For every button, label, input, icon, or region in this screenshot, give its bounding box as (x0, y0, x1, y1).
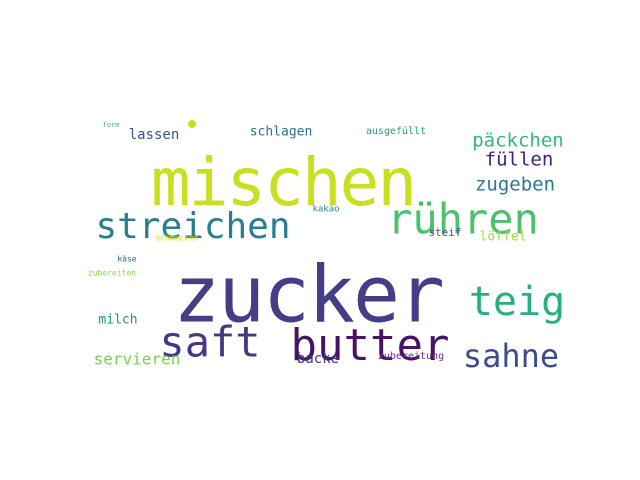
word-zugeben: zugeben (475, 174, 555, 196)
word-servieren: servieren (94, 350, 181, 369)
word-form: form (103, 121, 120, 129)
word-backe: backe (297, 351, 339, 367)
word-schlagen: schlagen (250, 125, 313, 140)
word-streichen: streichen (95, 206, 290, 247)
word-ruehren: rühren (387, 195, 539, 244)
word-zubereitung: zubereitung (378, 351, 444, 362)
word-steif: steif (428, 226, 461, 239)
word-butter: butter (291, 320, 450, 371)
word-ausgefuellt: ausgefüllt (366, 126, 426, 137)
word-fuellen: füllen (485, 149, 554, 171)
word-paeckchen: päckchen (472, 130, 564, 152)
word-teig: teig (469, 279, 565, 325)
word-saft: saft (159, 318, 260, 367)
word-lassen: lassen (129, 127, 180, 143)
dot-mark (188, 120, 196, 128)
word-loeffel: löffel (480, 230, 527, 245)
word-schmecken: schmecken (155, 234, 199, 243)
word-zubereiten: zubereiten (88, 269, 136, 278)
word-kakao: kakao (312, 205, 339, 215)
word-zucker: zucker (173, 250, 443, 340)
word-mischen: mischen (151, 144, 415, 221)
word-kaese: käse (117, 255, 136, 264)
word-milch: milch (98, 313, 137, 328)
word-sahne: sahne (463, 337, 559, 375)
